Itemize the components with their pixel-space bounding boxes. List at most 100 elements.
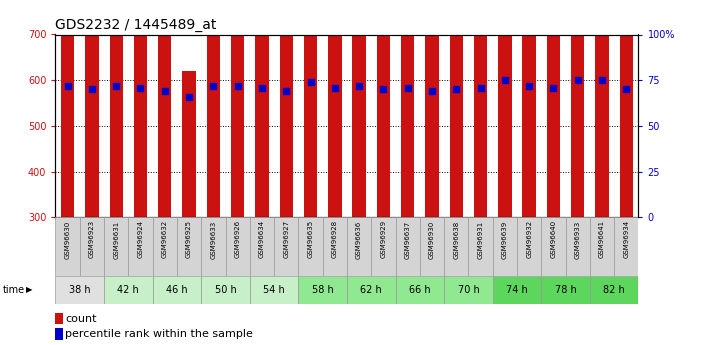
Bar [183, 71, 196, 217]
Bar [61, 0, 74, 217]
Text: ▶: ▶ [26, 285, 32, 294]
Bar [231, 0, 245, 217]
Bar [225, 217, 250, 276]
Text: GSM96925: GSM96925 [186, 220, 192, 258]
Text: GSM96633: GSM96633 [210, 220, 216, 258]
Point [523, 83, 535, 88]
Text: GSM96923: GSM96923 [89, 220, 95, 258]
Bar [134, 0, 147, 217]
Text: GSM96929: GSM96929 [380, 220, 386, 258]
Text: GSM96927: GSM96927 [283, 220, 289, 258]
Bar [395, 217, 419, 276]
Point [110, 83, 122, 88]
Text: GSM96640: GSM96640 [550, 220, 557, 258]
Text: 62 h: 62 h [360, 285, 382, 295]
Bar [377, 12, 390, 217]
Bar [590, 276, 638, 304]
Point [135, 85, 146, 90]
Point [427, 88, 438, 94]
Text: GSM96638: GSM96638 [454, 220, 459, 258]
Point [353, 83, 365, 88]
Bar [279, 28, 293, 217]
Text: GSM96924: GSM96924 [137, 220, 144, 258]
Bar [201, 217, 225, 276]
Bar [274, 217, 299, 276]
Point [159, 88, 171, 94]
Text: 50 h: 50 h [215, 285, 236, 295]
Bar [517, 217, 541, 276]
Point [281, 88, 292, 94]
Point [62, 83, 73, 88]
Bar [401, 0, 415, 217]
Bar [419, 217, 444, 276]
Text: GSM96631: GSM96631 [113, 220, 119, 258]
Bar [474, 0, 487, 217]
Text: 70 h: 70 h [458, 285, 479, 295]
Text: percentile rank within the sample: percentile rank within the sample [65, 329, 253, 339]
Point [402, 85, 413, 90]
Bar [299, 276, 347, 304]
Bar [541, 217, 566, 276]
Bar [444, 217, 469, 276]
Text: GSM96641: GSM96641 [599, 220, 605, 258]
Bar [425, 21, 439, 217]
Bar [104, 217, 128, 276]
Bar [498, 0, 511, 217]
Bar [85, 12, 99, 217]
Text: 54 h: 54 h [263, 285, 285, 295]
Text: GSM96634: GSM96634 [259, 220, 265, 258]
Text: GSM96926: GSM96926 [235, 220, 240, 258]
Bar [493, 276, 541, 304]
Text: GSM96932: GSM96932 [526, 220, 532, 258]
Bar [109, 0, 123, 217]
Bar [547, 0, 560, 217]
Bar [55, 276, 104, 304]
Bar [595, 0, 609, 217]
Point [475, 85, 486, 90]
Point [305, 79, 316, 85]
Text: GSM96630: GSM96630 [65, 220, 70, 258]
Text: 82 h: 82 h [604, 285, 625, 295]
Text: 74 h: 74 h [506, 285, 528, 295]
Bar [304, 0, 317, 217]
Point [208, 83, 219, 88]
Text: 58 h: 58 h [312, 285, 333, 295]
Bar [250, 276, 299, 304]
Text: GSM96928: GSM96928 [332, 220, 338, 258]
Bar [255, 0, 269, 217]
Text: time: time [3, 285, 25, 295]
Bar [444, 276, 493, 304]
Text: GSM96635: GSM96635 [308, 220, 314, 258]
Text: 38 h: 38 h [69, 285, 90, 295]
Bar [328, 0, 341, 217]
Bar [153, 276, 201, 304]
Bar [55, 217, 80, 276]
Text: 78 h: 78 h [555, 285, 577, 295]
Bar [299, 217, 323, 276]
Bar [571, 0, 584, 217]
Bar [353, 0, 365, 217]
Text: GSM96632: GSM96632 [162, 220, 168, 258]
Text: GSM96930: GSM96930 [429, 220, 435, 258]
Bar [371, 217, 395, 276]
Point [232, 83, 243, 88]
Point [451, 87, 462, 92]
Text: GSM96639: GSM96639 [502, 220, 508, 258]
Text: count: count [65, 314, 97, 324]
Bar [55, 313, 63, 324]
Bar [469, 217, 493, 276]
Text: 46 h: 46 h [166, 285, 188, 295]
Bar [158, 27, 171, 217]
Point [378, 87, 389, 92]
Text: GSM96933: GSM96933 [574, 220, 581, 258]
Bar [347, 276, 395, 304]
Bar [250, 217, 274, 276]
Bar [153, 217, 177, 276]
Text: 66 h: 66 h [409, 285, 431, 295]
Point [86, 87, 97, 92]
Point [597, 77, 608, 83]
Text: GSM96934: GSM96934 [624, 220, 629, 258]
Bar [323, 217, 347, 276]
Text: GSM96931: GSM96931 [478, 220, 483, 258]
Bar [565, 217, 590, 276]
